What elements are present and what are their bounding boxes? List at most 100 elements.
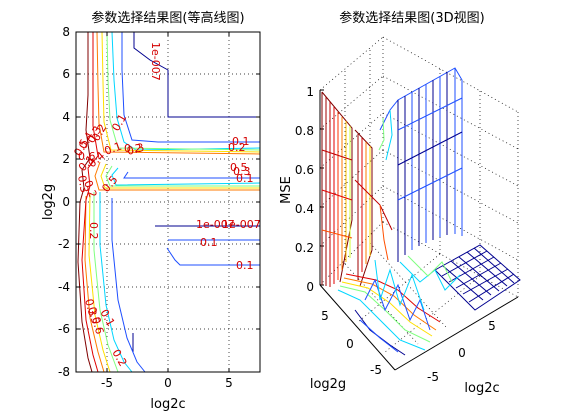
mesh-line (378, 117, 385, 151)
mesh-line (466, 251, 508, 287)
mesh-line (341, 281, 433, 337)
contour-line-0-3 (105, 165, 260, 187)
surface-x-axis-label: log2c (464, 381, 499, 396)
y-tick-label: 0 (62, 195, 70, 209)
contour-x-axis-label: log2c (150, 397, 185, 412)
contour-label: 0.2 (87, 222, 100, 240)
contour-line-0-4 (100, 163, 260, 189)
mesh-line (345, 273, 441, 323)
contour-line-0-7 (77, 32, 93, 373)
contour-tick-marks (76, 32, 260, 372)
contour-label: 1e-007 (196, 218, 235, 231)
contour-label: 0.5 (230, 161, 248, 174)
mesh-line (339, 285, 431, 343)
contour-label: 0.3 (82, 297, 99, 317)
contour-label: 0.6 (78, 150, 96, 163)
contour-line-0-2 (111, 31, 261, 151)
mesh-line (407, 255, 453, 283)
mesh-line (343, 277, 437, 331)
contour-label: 0.2 (81, 179, 99, 200)
mesh-line (434, 244, 521, 311)
contour-line-0-2 (111, 167, 261, 186)
contour-label: 0.1 (103, 140, 124, 158)
y-tick-label: 4 (62, 110, 70, 124)
contour-line-1e-007 (133, 32, 260, 118)
contour-line-0-4 (101, 31, 261, 153)
surface-z-tick-labels: 1 0.8 0.6 0.4 0.2 0 (295, 85, 314, 294)
contour-line-0-3 (93, 192, 119, 373)
contour-line-0-1 (121, 32, 260, 143)
mesh-line (450, 260, 492, 296)
z-tick-label: 0.2 (295, 241, 314, 255)
contour-chart: 参数选择结果图(等高线图) (41, 10, 261, 412)
mesh-line (379, 204, 389, 261)
contour-line-0-3 (106, 31, 261, 151)
y-tick-label: -6 (58, 322, 70, 336)
surface-title: 参数选择结果图(3D视图) (339, 10, 484, 26)
mesh-line (374, 259, 425, 311)
contour-line-0-6 (81, 32, 99, 373)
contour-label: 0.3 (233, 165, 251, 178)
contour-y-axis-label: log2g (41, 184, 56, 220)
mesh-line (337, 289, 426, 351)
contour-tick-labels: -5 0 5 8 6 4 2 0 -2 -4 -6 -8 (58, 25, 233, 390)
mesh-line (354, 129, 373, 287)
contour-line-0-1 (123, 171, 260, 179)
z-tick-label: 0.6 (295, 163, 314, 177)
y-tick-label: 2 (62, 152, 70, 166)
mesh-line (321, 229, 353, 239)
contour-label: 0.1 (236, 172, 254, 185)
z-tick-label: 1 (306, 85, 314, 99)
y-tick-label: -8 (58, 365, 70, 379)
mesh-line (359, 319, 399, 353)
contour-line-0-5 (96, 31, 261, 155)
contour-lines (77, 31, 261, 373)
mesh-line (442, 265, 484, 301)
z-tick-label: 0.8 (295, 124, 314, 138)
y-tick-label: 6 (62, 67, 70, 81)
y-tick-label: -5 (370, 363, 382, 377)
x-tick-label: 0 (458, 346, 466, 360)
contour-line-0-2 (99, 192, 133, 373)
surface-z-axis-label: MSE (279, 176, 294, 204)
contour-line-0-4 (88, 193, 111, 373)
mesh-line (321, 189, 353, 201)
x-tick-label: 5 (225, 376, 233, 390)
contour-label: 0.5 (85, 305, 102, 325)
contour-line-0-1 (166, 247, 260, 266)
y-tick-label: -2 (58, 237, 70, 251)
mesh-line (473, 247, 515, 284)
contour-label: 0.1 (232, 135, 250, 148)
mesh-line (354, 179, 393, 231)
mesh-line (399, 261, 461, 291)
contour-label: 0.6 (89, 315, 106, 335)
mesh-line (364, 278, 431, 331)
contour-label: 0.2 (124, 142, 142, 155)
mesh-line (397, 167, 463, 201)
mesh-line (385, 109, 393, 161)
mesh-line (468, 273, 515, 303)
contour-line-0-5 (94, 161, 260, 191)
contour-label: 1e-007 (222, 218, 261, 231)
mesh-line (397, 97, 463, 131)
contour-line-0-5 (84, 195, 105, 373)
contour-label: 1e-007 (149, 42, 162, 81)
mesh-line (397, 131, 463, 166)
surface-y-axis-label: log2g (310, 377, 346, 392)
contour-line-0-1 (111, 198, 146, 373)
contour-label: 0.3 (125, 141, 145, 158)
mesh-line (321, 149, 353, 161)
mesh-line (379, 67, 463, 236)
y-tick-label: 5 (321, 309, 329, 323)
contour-title: 参数选择结果图(等高线图) (91, 10, 244, 26)
x-tick-label: 5 (488, 319, 496, 333)
y-tick-label: 8 (62, 25, 70, 39)
surface-x-tick-labels: 5 0 -5 (427, 319, 496, 384)
contour-label: 0.2 (228, 141, 246, 154)
surface-chart: 参数选择结果图(3D视图) (279, 10, 521, 396)
mesh-line (458, 256, 500, 292)
x-tick-label: 0 (164, 376, 172, 390)
y-tick-label: -4 (58, 280, 70, 294)
z-tick-label: 0 (306, 280, 314, 294)
